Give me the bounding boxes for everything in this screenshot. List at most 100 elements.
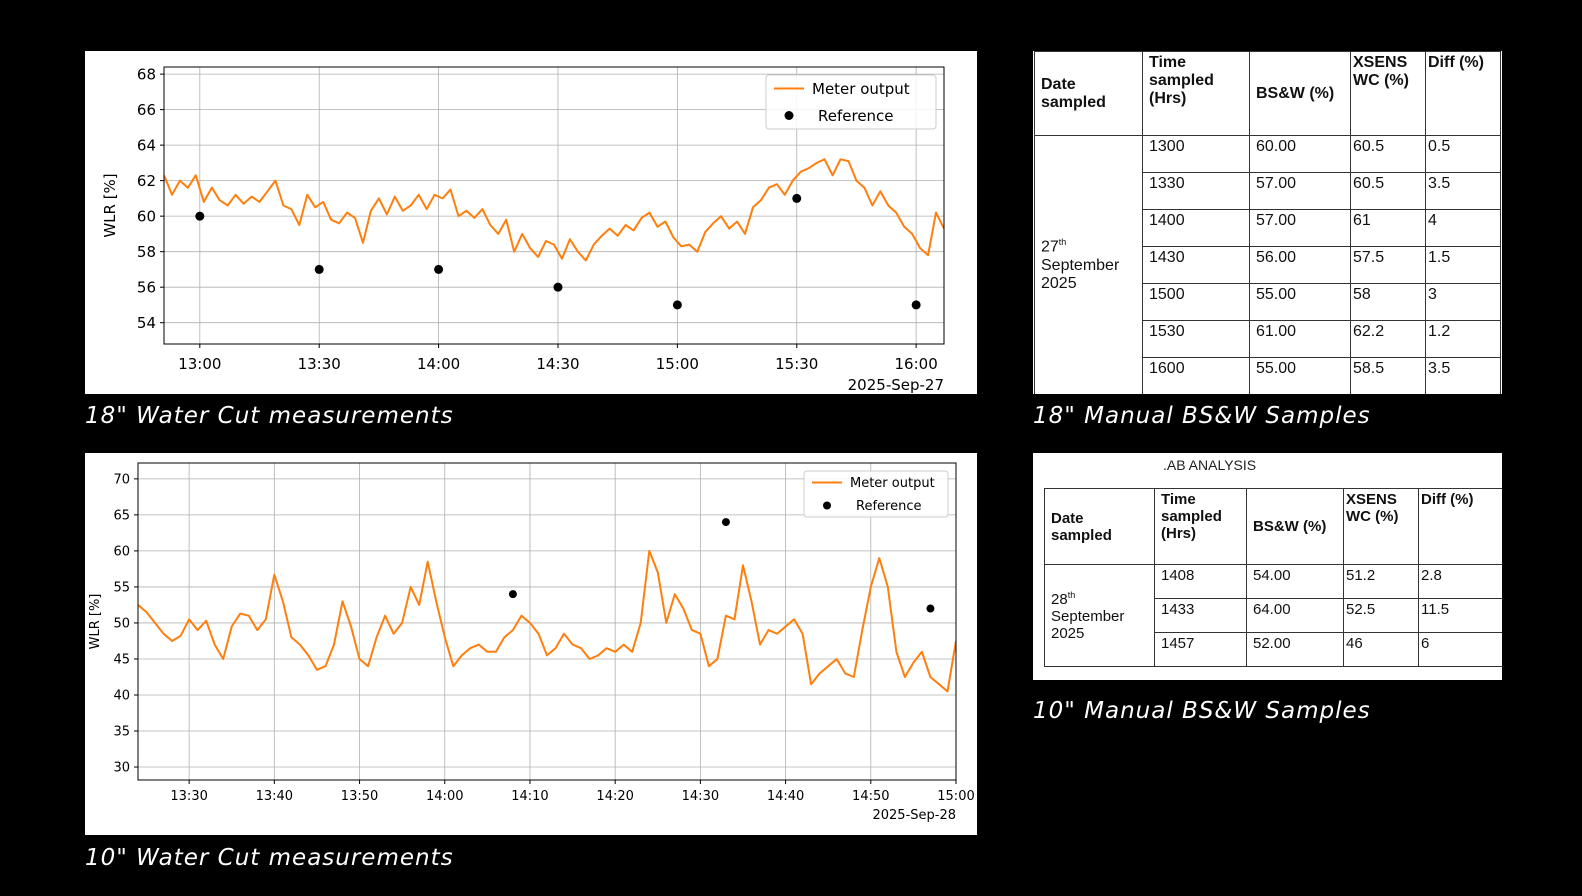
table-18-panel: Date sampled Time sampled (Hrs) BS&W (%)… xyxy=(1033,51,1502,394)
table-row: 1400 57.00 61 4 xyxy=(1035,209,1501,247)
reference-point xyxy=(792,193,802,203)
x-tick-label: 13:00 xyxy=(178,355,221,373)
meter-output-line xyxy=(138,549,956,693)
bsw-cell: 52.00 xyxy=(1246,632,1344,667)
legend: Meter output Reference xyxy=(765,74,937,130)
table-row: 1457 52.00 46 6 xyxy=(1045,632,1502,667)
time-cell: 1457 xyxy=(1154,632,1247,667)
date-cell: 28th September 2025 xyxy=(1044,564,1155,667)
meter-output-line xyxy=(164,158,944,262)
time-cell: 1300 xyxy=(1142,135,1250,173)
bsw-table-10: Date sampled Time sampled (Hrs) BS&W (%)… xyxy=(1044,488,1502,667)
x-tick-label: 14:00 xyxy=(426,789,463,804)
x-tick-label: 14:30 xyxy=(682,789,719,804)
header-xsens: XSENS WC (%) xyxy=(1350,51,1426,136)
legend-dot-swatch xyxy=(823,501,831,510)
y-axis-label: WLR [%] xyxy=(88,594,103,650)
y-tick-label: 66 xyxy=(137,101,156,119)
header-xsens: XSENS WC (%) xyxy=(1343,488,1419,565)
y-tick-label: 54 xyxy=(137,314,156,332)
date-suffix: th xyxy=(1058,237,1067,248)
header-date: Date sampled xyxy=(1034,51,1143,136)
time-cell: 1408 xyxy=(1154,564,1247,599)
plot-frame xyxy=(137,462,957,781)
x-date-label: 2025-Sep-28 xyxy=(872,808,956,823)
xsens-cell: 58 xyxy=(1350,283,1426,321)
date-day: 27 xyxy=(1041,238,1059,256)
diff-cell: 3.5 xyxy=(1425,357,1501,394)
table-10-panel: .AB ANALYSIS Date sampled Time sampled (… xyxy=(1033,453,1502,680)
y-tick-label: 62 xyxy=(137,172,156,190)
y-tick-label: 45 xyxy=(113,653,130,668)
x-tick-label: 14:00 xyxy=(417,355,460,373)
xsens-cell: 57.5 xyxy=(1350,246,1426,284)
diff-cell: 0.5 xyxy=(1425,135,1501,173)
legend-label: Meter output xyxy=(812,80,910,98)
chart-10-caption: 10" Water Cut measurements xyxy=(85,845,454,871)
chart-10-panel: 30 35 40 45 50 55 60 65 70 13:30 13:40 13:50 14:00 14… xyxy=(85,453,977,835)
table-row: 1433 64.00 52.5 11.5 xyxy=(1045,598,1502,633)
y-tick-label: 56 xyxy=(137,278,156,296)
xsens-cell: 46 xyxy=(1343,632,1419,667)
table-header-row: Date sampled Time sampled (Hrs) BS&W (%)… xyxy=(1044,488,1502,565)
x-tick-label: 14:20 xyxy=(596,789,633,804)
header-diff: Diff (%) xyxy=(1418,488,1502,565)
x-tick-label: 15:00 xyxy=(656,355,699,373)
x-tick-label: 13:30 xyxy=(298,355,341,373)
y-tick-label: 70 xyxy=(113,472,130,487)
y-tick-label: 30 xyxy=(113,761,130,776)
y-tick-label: 40 xyxy=(113,689,130,704)
bsw-cell: 64.00 xyxy=(1246,598,1344,633)
x-tick-label: 14:10 xyxy=(511,789,548,804)
legend-label: Reference xyxy=(856,499,921,514)
legend-label: Meter output xyxy=(850,476,935,491)
y-tick-label: 65 xyxy=(113,508,130,523)
legend-box xyxy=(765,74,937,130)
table-row: 1500 55.00 58 3 xyxy=(1035,283,1501,321)
table-10-body: 28th September 2025 1408 54.00 51.2 2.8 1433 64… xyxy=(1044,564,1502,667)
reference-point xyxy=(434,264,444,274)
time-cell: 1500 xyxy=(1142,283,1250,321)
lab-analysis-title: .AB ANALYSIS xyxy=(1163,457,1257,473)
y-tick-label: 60 xyxy=(137,207,156,225)
bsw-cell: 61.00 xyxy=(1249,320,1351,358)
bsw-cell: 55.00 xyxy=(1249,283,1351,321)
x-tick-label: 15:30 xyxy=(775,355,818,373)
x-tick-label: 13:40 xyxy=(256,789,293,804)
time-cell: 1530 xyxy=(1142,320,1250,358)
xsens-cell: 52.5 xyxy=(1343,598,1419,633)
x-date-label: 2025-Sep-27 xyxy=(848,376,944,394)
time-cell: 1433 xyxy=(1154,598,1247,633)
legend-label: Reference xyxy=(818,107,894,125)
header-date: Date sampled xyxy=(1044,488,1155,565)
xsens-cell: 60.5 xyxy=(1350,135,1426,173)
table-row: 1530 61.00 62.2 1.2 xyxy=(1035,320,1501,358)
time-cell: 1330 xyxy=(1142,172,1250,210)
reference-point xyxy=(553,282,563,292)
xsens-cell: 60.5 xyxy=(1350,172,1426,210)
x-tick-label: 13:50 xyxy=(341,789,378,804)
table-row: 27th September 2025 1300 60.00 60.5 0.5 xyxy=(1034,135,1501,394)
table-18-caption: 18" Manual BS&W Samples xyxy=(1033,403,1371,429)
x-tick-label: 14:40 xyxy=(767,789,804,804)
y-tick-label: 55 xyxy=(113,580,130,595)
header-bsw: BS&W (%) xyxy=(1246,488,1344,565)
reference-point xyxy=(314,264,324,274)
reference-point xyxy=(195,211,205,221)
diff-cell: 2.8 xyxy=(1418,564,1502,599)
xsens-cell: 51.2 xyxy=(1343,564,1419,599)
reference-point xyxy=(721,518,730,527)
diff-cell: 3 xyxy=(1425,283,1501,321)
xsens-cell: 62.2 xyxy=(1350,320,1426,358)
x-tick-label: 16:00 xyxy=(895,355,938,373)
date-month-year: September 2025 xyxy=(1041,256,1120,292)
y-tick-label: 58 xyxy=(137,243,156,261)
bsw-cell: 54.00 xyxy=(1246,564,1344,599)
diff-cell: 1.2 xyxy=(1425,320,1501,358)
diff-cell: 3.5 xyxy=(1425,172,1501,210)
date-day: 28 xyxy=(1051,590,1068,608)
date-month-year: September 2025 xyxy=(1051,607,1125,642)
bsw-table-18: Date sampled Time sampled (Hrs) BS&W (%)… xyxy=(1034,51,1501,394)
xsens-cell: 58.5 xyxy=(1350,357,1426,394)
bsw-cell: 57.00 xyxy=(1249,172,1351,210)
